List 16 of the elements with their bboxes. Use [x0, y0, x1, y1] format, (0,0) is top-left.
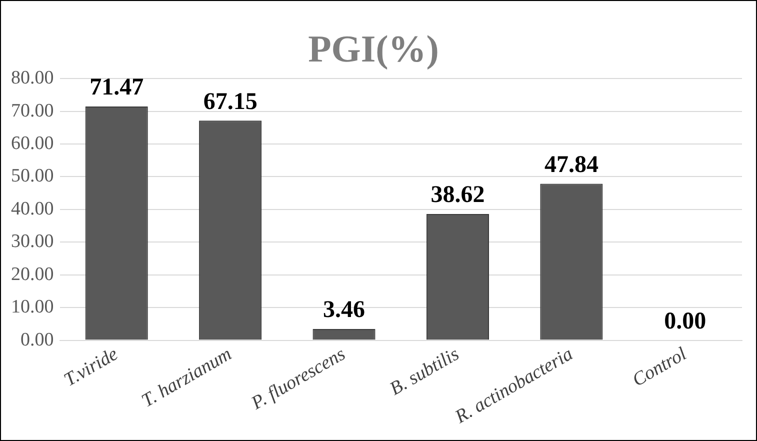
y-tick-label: 60.00 [11, 133, 54, 154]
y-tick-label: 50.00 [11, 166, 54, 187]
chart-title: PGI(%) [308, 28, 439, 71]
y-tick-label: 30.00 [11, 231, 54, 252]
data-label: 3.46 [323, 297, 366, 324]
y-tick-label: 70.00 [11, 100, 54, 122]
y-tick-label: 10.00 [11, 296, 54, 318]
y-tick-label: 40.00 [11, 198, 54, 220]
data-label: 67.15 [203, 88, 258, 115]
data-label: 38.62 [430, 182, 485, 208]
y-tick-label: 80.00 [11, 68, 54, 89]
data-label: 47.84 [544, 152, 598, 178]
y-tick-label: 0.00 [20, 329, 54, 350]
data-label: 71.47 [90, 74, 144, 101]
y-tick-label: 20.00 [11, 264, 54, 285]
data-label: 0.00 [664, 308, 706, 334]
